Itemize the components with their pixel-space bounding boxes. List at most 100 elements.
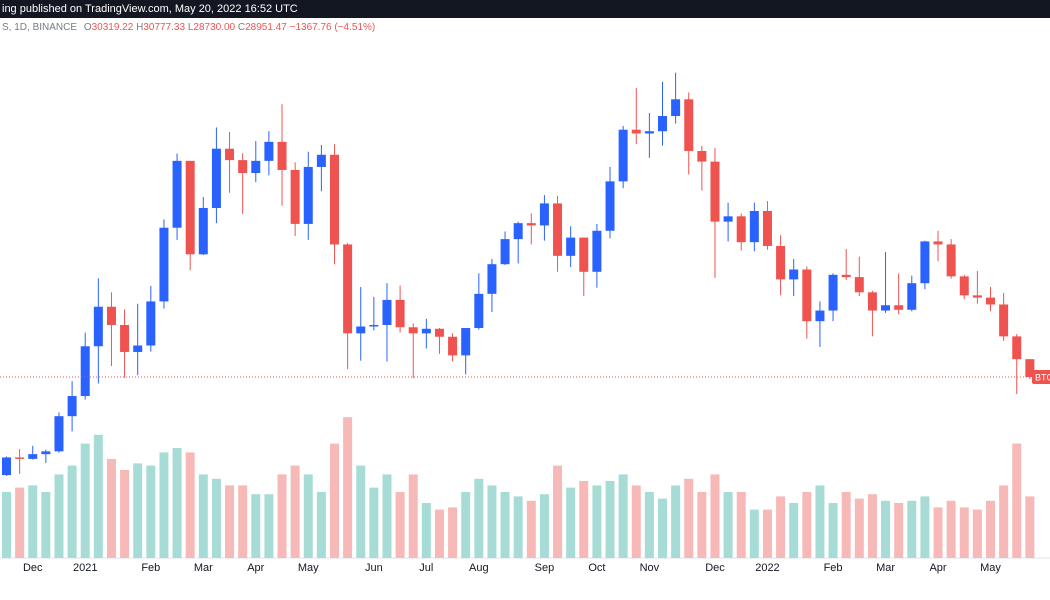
candle-body — [1025, 359, 1035, 378]
volume-bar — [618, 474, 628, 558]
volume-bar — [959, 507, 969, 558]
volume-bar — [881, 500, 891, 558]
candle-body — [146, 301, 156, 346]
volume-bar — [513, 496, 523, 558]
candle-body — [93, 306, 103, 347]
field-key: H — [136, 22, 143, 33]
candle-body — [264, 141, 274, 161]
candle-body — [67, 396, 77, 417]
candle-body — [408, 327, 418, 334]
volume-bar — [749, 509, 759, 558]
volume-bar — [382, 474, 392, 558]
volume-bar — [579, 481, 589, 558]
change: −1367.76 (−4.51%) — [290, 22, 376, 33]
candle-body — [579, 237, 589, 272]
candle-body — [185, 160, 195, 255]
volume-layer — [2, 417, 1035, 558]
volume-bar — [120, 470, 130, 558]
volume-bar — [225, 485, 235, 558]
candle-body — [500, 239, 510, 265]
volume-bar — [264, 494, 274, 558]
volume-bar — [946, 500, 956, 558]
volume-bar — [986, 500, 995, 558]
volume-bar — [421, 503, 431, 558]
x-tick-label: Feb — [824, 562, 843, 574]
volume-bar — [658, 498, 667, 558]
volume-bar — [762, 509, 772, 558]
volume-bar — [303, 474, 313, 558]
candle-body — [946, 244, 956, 277]
x-tick-label: Feb — [141, 562, 160, 574]
volume-bar — [999, 485, 1009, 558]
candle-body — [303, 166, 313, 224]
volume-bar — [933, 507, 943, 558]
candle-body — [697, 150, 707, 162]
candle-body — [2, 457, 11, 476]
volume-bar — [815, 485, 825, 558]
candle-body — [828, 274, 838, 311]
volume-bar — [867, 494, 877, 558]
field-value: 30777.33 — [143, 22, 185, 33]
candle-body — [605, 181, 615, 231]
candle-body — [894, 305, 904, 310]
volume-bar — [434, 509, 444, 558]
volume-bar — [474, 478, 484, 558]
field-key: L — [188, 22, 194, 33]
volume-bar — [448, 507, 458, 558]
field-value: 28730.00 — [193, 22, 235, 33]
candle-body — [644, 131, 654, 134]
candle-body — [723, 216, 733, 222]
volume-bar — [461, 492, 471, 558]
volume-bar — [277, 474, 287, 558]
candle-body — [290, 169, 300, 224]
candle-body — [172, 160, 182, 228]
volume-bar — [526, 500, 536, 558]
volume-bar — [592, 485, 602, 558]
candle-body — [120, 324, 130, 352]
x-tick-label: Mar — [194, 562, 213, 574]
candle-body — [854, 277, 864, 293]
volume-bar — [369, 487, 379, 558]
volume-bar — [316, 492, 326, 558]
volume-bar — [972, 509, 982, 558]
volume-bar — [1012, 443, 1022, 558]
volume-bar — [697, 492, 707, 558]
candle-body — [80, 346, 90, 397]
candle-body — [1012, 336, 1022, 360]
x-tick-label: Jun — [365, 562, 383, 574]
volume-bar — [1025, 496, 1035, 558]
candle-body — [881, 305, 891, 311]
x-tick-label: Oct — [588, 562, 605, 574]
volume-bar — [172, 448, 182, 558]
x-tick-label: Dec — [23, 562, 43, 574]
candle-body — [789, 269, 799, 280]
candle-body — [920, 241, 930, 284]
candle-body — [566, 237, 576, 256]
volume-bar — [2, 492, 11, 558]
candle-body — [867, 292, 877, 311]
volume-bar — [185, 452, 195, 558]
candle-body — [631, 129, 641, 134]
volume-bar — [159, 452, 169, 558]
volume-bar — [684, 478, 694, 558]
x-tick-label: Apr — [247, 562, 264, 574]
volume-bar — [828, 503, 838, 558]
volume-bar — [631, 485, 641, 558]
candle-body — [356, 326, 366, 334]
candle-body — [434, 328, 444, 337]
price-tag-box — [1032, 370, 1050, 385]
volume-bar — [920, 496, 930, 558]
volume-bar — [80, 443, 90, 558]
candle-body — [487, 264, 497, 294]
volume-bar — [146, 465, 156, 558]
candle-body — [225, 148, 235, 161]
volume-bar — [500, 492, 510, 558]
volume-bar — [644, 492, 654, 558]
volume-bar — [67, 465, 77, 558]
price-tag: BTC — [1035, 372, 1050, 382]
volume-bar — [671, 485, 681, 558]
candle-body — [815, 310, 825, 322]
candle-body — [553, 203, 563, 256]
header-bar — [0, 0, 1050, 18]
